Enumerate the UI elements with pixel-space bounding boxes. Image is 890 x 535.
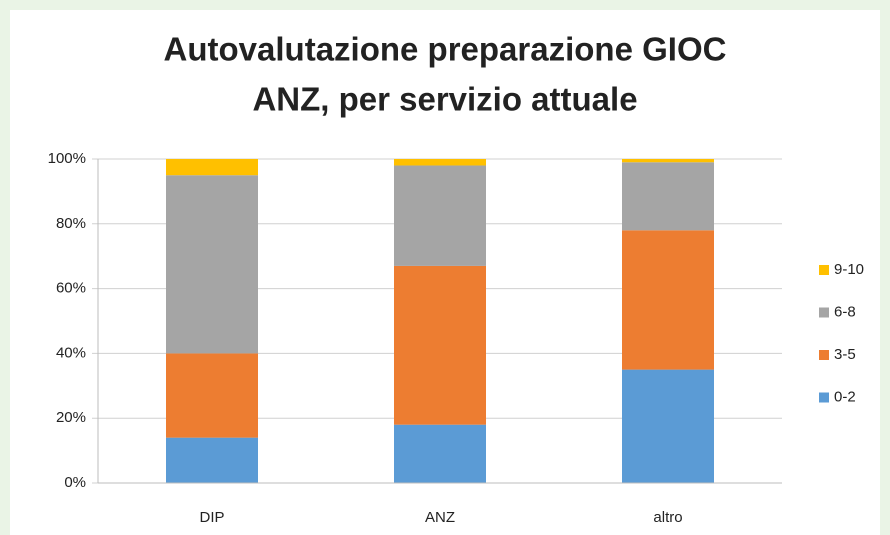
chart-title: ANZ, per servizio attuale: [252, 81, 637, 118]
y-tick-label: 80%: [56, 215, 86, 232]
legend-swatch: [819, 392, 829, 403]
y-tick-label: 100%: [48, 150, 86, 167]
bar-segment: [394, 159, 486, 166]
legend-label: 6-8: [834, 303, 856, 320]
chart-title: Autovalutazione preparazione GIOC: [164, 31, 727, 68]
x-tick-label: altro: [653, 509, 682, 526]
y-tick-label: 60%: [56, 280, 86, 297]
legend-label: 3-5: [834, 346, 856, 363]
legend-swatch: [819, 265, 829, 275]
bar-segment: [622, 159, 714, 163]
x-tick-label: ANZ: [425, 509, 455, 526]
y-tick-label: 0%: [64, 474, 86, 491]
bar-segment: [166, 437, 258, 483]
bar-segment: [394, 424, 486, 483]
bar-segment: [166, 353, 258, 438]
legend-label: 0-2: [834, 388, 856, 405]
x-tick-label: DIP: [199, 509, 224, 526]
bar-segment: [166, 159, 258, 176]
bar-segment: [394, 165, 486, 266]
y-tick-label: 40%: [56, 344, 86, 361]
y-tick-label: 20%: [56, 409, 86, 426]
bar-segment: [622, 369, 714, 483]
bar-segment: [394, 265, 486, 425]
legend-label: 9-10: [834, 261, 864, 278]
legend-swatch: [819, 350, 829, 360]
bar-segment: [622, 230, 714, 370]
legend-swatch: [819, 307, 829, 318]
bar-segment: [622, 162, 714, 231]
bar-segment: [166, 175, 258, 354]
